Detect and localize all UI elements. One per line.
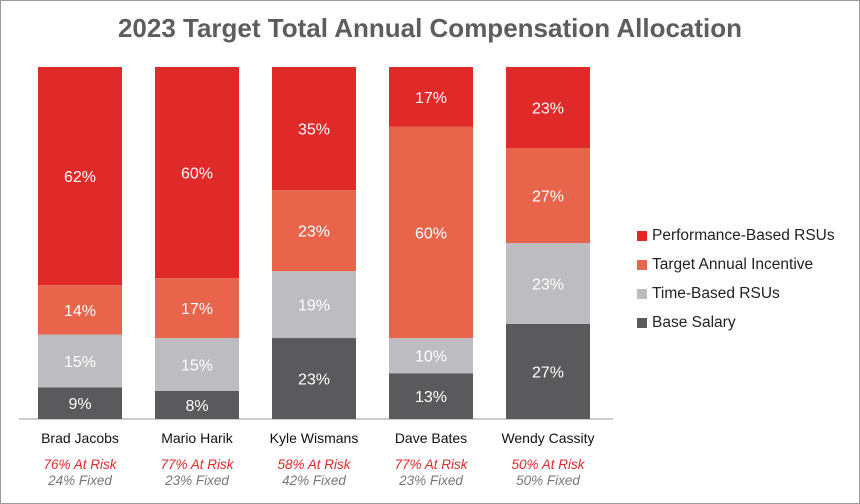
- value-labels-layer: 9% 15% 14% 62% 8% 15% 17% 60% 23% 19% 23% 35% 13% 10%…: [64, 90, 564, 415]
- category-block-wendy-cassity: Wendy Cassity 50% At Risk 50% Fixed: [484, 429, 612, 489]
- fixed-label: 24% Fixed: [48, 473, 112, 488]
- category-block-brad-jacobs: Brad Jacobs 76% At Risk 24% Fixed: [16, 429, 144, 489]
- legend-label: Target Annual Incentive: [652, 255, 814, 273]
- category-block-mario-harik: Mario Harik 77% At Risk 23% Fixed: [133, 429, 261, 489]
- bars-layer: [38, 67, 590, 419]
- legend-item-performance-based-rsus: Performance-Based RSUs: [637, 221, 835, 250]
- at-risk-label: 76% At Risk: [43, 457, 117, 472]
- bar-segment-kyle-wismans-target-annual-incentive: [272, 190, 356, 272]
- value-label-dave-bates-base-salary: 13%: [415, 389, 447, 406]
- bar-segment-kyle-wismans-performance-based-rsus: [272, 67, 356, 191]
- legend-swatch: [637, 288, 647, 299]
- bar-segment-wendy-cassity-performance-based-rsus: [506, 67, 590, 148]
- bar-segment-mario-harik-target-annual-incentive: [155, 278, 239, 339]
- bar-segment-brad-jacobs-performance-based-rsus: [38, 67, 122, 286]
- bar-segment-wendy-cassity-target-annual-incentive: [506, 147, 590, 243]
- legend-item-base-salary: Base Salary: [637, 308, 835, 337]
- legend-swatch: [637, 230, 647, 241]
- value-label-kyle-wismans-time-based-rsus: 19%: [298, 298, 330, 315]
- category-label: Kyle Wismans: [269, 430, 359, 446]
- bar-segment-mario-harik-base-salary: [155, 390, 239, 419]
- value-label-dave-bates-time-based-rsus: 10%: [415, 349, 447, 366]
- legend-item-time-based-rsus: Time-Based RSUs: [637, 279, 835, 308]
- fixed-label: 23% Fixed: [165, 473, 229, 488]
- value-label-wendy-cassity-performance-based-rsus: 23%: [532, 100, 564, 117]
- value-label-brad-jacobs-time-based-rsus: 15%: [64, 354, 96, 371]
- value-label-mario-harik-time-based-rsus: 15%: [181, 357, 213, 374]
- chart-title: 2023 Target Total Annual Compensation Al…: [117, 13, 743, 43]
- category-label: Mario Harik: [161, 430, 233, 446]
- value-label-mario-harik-target-annual-incentive: 17%: [181, 301, 213, 318]
- value-label-brad-jacobs-base-salary: 9%: [68, 396, 91, 413]
- bar-segment-mario-harik-time-based-rsus: [155, 338, 239, 391]
- bar-segment-wendy-cassity-time-based-rsus: [506, 243, 590, 324]
- value-label-brad-jacobs-target-annual-incentive: 14%: [64, 303, 96, 320]
- legend-label: Performance-Based RSUs: [652, 226, 835, 244]
- bar-segment-kyle-wismans-time-based-rsus: [272, 271, 356, 339]
- category-block-kyle-wismans: Kyle Wismans 58% At Risk 42% Fixed: [250, 429, 378, 489]
- bar-segment-dave-bates-base-salary: [389, 373, 473, 419]
- value-label-kyle-wismans-target-annual-incentive: 23%: [298, 224, 330, 241]
- bar-segment-brad-jacobs-target-annual-incentive: [38, 285, 122, 335]
- bar-segment-mario-harik-performance-based-rsus: [155, 67, 239, 279]
- legend-item-target-annual-incentive: Target Annual Incentive: [637, 250, 835, 279]
- value-label-wendy-cassity-time-based-rsus: 23%: [532, 276, 564, 293]
- bar-segment-dave-bates-performance-based-rsus: [389, 67, 473, 127]
- category-label: Wendy Cassity: [501, 430, 595, 446]
- at-risk-label: 58% At Risk: [277, 457, 351, 472]
- fixed-label: 23% Fixed: [399, 473, 463, 488]
- bar-segment-dave-bates-target-annual-incentive: [389, 126, 473, 339]
- category-label: Brad Jacobs: [41, 430, 119, 446]
- bar-segment-wendy-cassity-base-salary: [506, 323, 590, 419]
- at-risk-label: 77% At Risk: [394, 457, 468, 472]
- legend-label: Time-Based RSUs: [652, 284, 780, 302]
- fixed-label: 50% Fixed: [516, 473, 580, 488]
- fixed-label: 42% Fixed: [282, 473, 346, 488]
- value-label-kyle-wismans-performance-based-rsus: 35%: [298, 122, 330, 139]
- category-label: Dave Bates: [394, 430, 468, 446]
- bar-segment-brad-jacobs-time-based-rsus: [38, 334, 122, 388]
- value-label-dave-bates-performance-based-rsus: 17%: [415, 90, 447, 107]
- bar-segment-brad-jacobs-base-salary: [38, 387, 122, 419]
- category-block-dave-bates: Dave Bates 77% At Risk 23% Fixed: [367, 429, 495, 489]
- value-label-wendy-cassity-base-salary: 27%: [532, 364, 564, 381]
- value-label-dave-bates-target-annual-incentive: 60%: [415, 225, 447, 242]
- value-label-wendy-cassity-target-annual-incentive: 27%: [532, 188, 564, 205]
- bar-segment-dave-bates-time-based-rsus: [389, 338, 473, 374]
- value-label-mario-harik-base-salary: 8%: [185, 398, 208, 415]
- legend-swatch: [637, 317, 647, 328]
- legend-label: Base Salary: [652, 313, 736, 331]
- legend: Performance-Based RSUs Target Annual Ince…: [637, 221, 835, 337]
- at-risk-label: 50% At Risk: [511, 457, 585, 472]
- bar-segment-kyle-wismans-base-salary: [272, 338, 356, 419]
- legend-swatch: [637, 259, 647, 270]
- at-risk-label: 77% At Risk: [160, 457, 234, 472]
- value-label-mario-harik-performance-based-rsus: 60%: [181, 166, 213, 183]
- value-label-kyle-wismans-base-salary: 23%: [298, 372, 330, 389]
- value-label-brad-jacobs-performance-based-rsus: 62%: [64, 169, 96, 186]
